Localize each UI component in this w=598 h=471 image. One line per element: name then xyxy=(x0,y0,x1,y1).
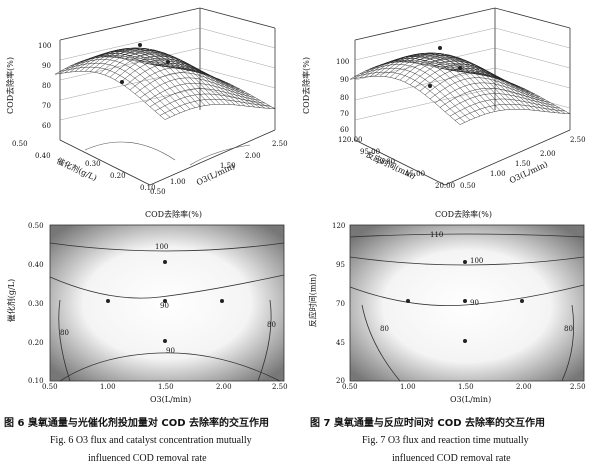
y-tick: 95 xyxy=(336,261,345,269)
surface-plot-left: COD去除率(%) 100 90 80 70 60 0.50 0.40 0.30… xyxy=(0,0,300,200)
y-tick: 1.50 xyxy=(515,160,531,168)
contour-label: 80 xyxy=(60,329,69,337)
x-tick: 0.50 xyxy=(12,140,28,148)
contour-plot-left: COD去除率(%) 100 90 90 80 80 催化剂(g/L) 0.50 … xyxy=(0,205,300,405)
z-tick: 80 xyxy=(42,82,51,90)
x-tick: 45.00 xyxy=(405,170,426,178)
z-tick: 70 xyxy=(42,102,51,110)
contour-label: 100 xyxy=(155,243,169,251)
figure-6-caption-en-line2: influenced COD removal rate xyxy=(88,453,207,464)
contour-left-svg xyxy=(49,224,285,382)
y-tick: 20 xyxy=(336,377,345,385)
contour-label: 90 xyxy=(160,302,169,310)
contour-xlabel-right: O3(L/min) xyxy=(450,395,492,404)
y-tick: 2.00 xyxy=(245,152,261,160)
contour-title-left: COD去除率(%) xyxy=(145,210,202,219)
z-tick: 80 xyxy=(340,94,349,102)
contour-plot-right: COD去除率(%) 110 100 90 80 80 反应时间(min) 120… xyxy=(300,205,598,405)
y-tick: 1.50 xyxy=(220,162,236,170)
figure-6-caption-en-line1: Fig. 6 O3 flux and catalyst concentratio… xyxy=(50,435,252,446)
y-tick: 0.50 xyxy=(460,182,476,190)
z-tick: 100 xyxy=(336,58,350,66)
y-tick: 0.10 xyxy=(28,377,44,385)
x-tick: 120.00 xyxy=(338,136,363,144)
x-tick: 1.00 xyxy=(400,383,416,391)
x-tick: 0.30 xyxy=(85,160,101,168)
y-tick: 2.50 xyxy=(570,136,586,144)
surface-left-svg xyxy=(54,7,276,186)
y-tick: 0.40 xyxy=(28,261,44,269)
y-tick: 45 xyxy=(336,339,345,347)
surface-mesh-right xyxy=(349,52,571,125)
y-tick: 0.30 xyxy=(28,300,44,308)
x-tick: 1.00 xyxy=(100,383,116,391)
z-axis-label-right: COD去除率(%) xyxy=(301,57,311,114)
contour-label: 80 xyxy=(267,321,276,329)
x-tick: 70.00 xyxy=(375,158,396,166)
x-tick: 2.50 xyxy=(272,383,288,391)
x-tick: 0.50 xyxy=(42,383,58,391)
y-tick: 120 xyxy=(332,222,346,230)
contour-label: 80 xyxy=(380,325,389,333)
x-tick: 0.50 xyxy=(342,383,358,391)
y-tick: 0.50 xyxy=(28,222,44,230)
contour-label: 90 xyxy=(166,347,175,355)
x-tick: 95.00 xyxy=(360,148,381,156)
figure-7-caption-cn: 图 7 臭氧通量与反应时间对 COD 去除率的交互作用 xyxy=(310,418,546,429)
surface-plot-right: COD去除率(%) 100 90 80 70 60 120.00 95.00 7… xyxy=(300,0,598,200)
x-tick: 20.00 xyxy=(435,182,456,190)
z-tick: 90 xyxy=(340,76,349,84)
y-tick: 0.20 xyxy=(28,339,44,347)
x-tick: 0.10 xyxy=(140,184,156,192)
z-tick: 60 xyxy=(42,122,51,130)
x-tick: 1.50 xyxy=(158,383,174,391)
contour-label: 100 xyxy=(470,257,484,265)
y-tick: 70 xyxy=(336,300,345,308)
z-tick: 70 xyxy=(340,110,349,118)
z-tick: 90 xyxy=(42,62,51,70)
x-tick: 2.00 xyxy=(216,383,232,391)
figure-7-caption-en-line2: influenced COD removal rate xyxy=(392,453,511,464)
z-tick: 100 xyxy=(38,42,52,50)
x-tick: 0.40 xyxy=(35,152,51,160)
y-tick: 0.50 xyxy=(150,188,166,196)
contour-title-right: COD去除率(%) xyxy=(435,210,492,219)
figure-6-caption-cn: 图 6 臭氧通量与光催化剂投加量对 COD 去除率的交互作用 xyxy=(4,418,270,429)
figure-7-caption-en-line1: Fig. 7 O3 flux and reaction time mutuall… xyxy=(362,435,529,446)
contour-xlabel-left: O3(L/min) xyxy=(150,395,192,404)
contour-right-svg xyxy=(349,224,585,382)
surface-mesh-left xyxy=(54,47,276,120)
contour-ylabel-left: 催化剂(g/L) xyxy=(7,278,17,323)
contour-label: 90 xyxy=(470,299,479,307)
y-tick: 2.50 xyxy=(272,140,288,148)
x-tick: 2.50 xyxy=(570,383,586,391)
y-tick: 1.00 xyxy=(490,170,506,178)
contour-label: 110 xyxy=(430,231,444,239)
x-tick: 2.00 xyxy=(516,383,532,391)
z-axis-label-left: COD去除率(%) xyxy=(5,57,15,114)
contour-label: 80 xyxy=(564,325,573,333)
surface-right-svg xyxy=(349,7,571,186)
z-tick: 60 xyxy=(340,126,349,134)
x-tick: 0.20 xyxy=(110,172,126,180)
x-tick: 1.50 xyxy=(458,383,474,391)
contour-ylabel-right: 反应时间(min) xyxy=(308,273,318,328)
y-tick: 1.00 xyxy=(170,178,186,186)
y-tick: 2.00 xyxy=(540,150,556,158)
